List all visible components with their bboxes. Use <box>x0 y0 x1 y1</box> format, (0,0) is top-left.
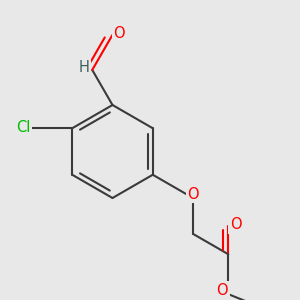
Text: O: O <box>217 283 228 298</box>
Text: H: H <box>78 60 89 75</box>
Text: O: O <box>188 187 199 202</box>
Text: Cl: Cl <box>16 120 31 135</box>
Text: O: O <box>230 217 242 232</box>
Text: O: O <box>113 26 125 41</box>
